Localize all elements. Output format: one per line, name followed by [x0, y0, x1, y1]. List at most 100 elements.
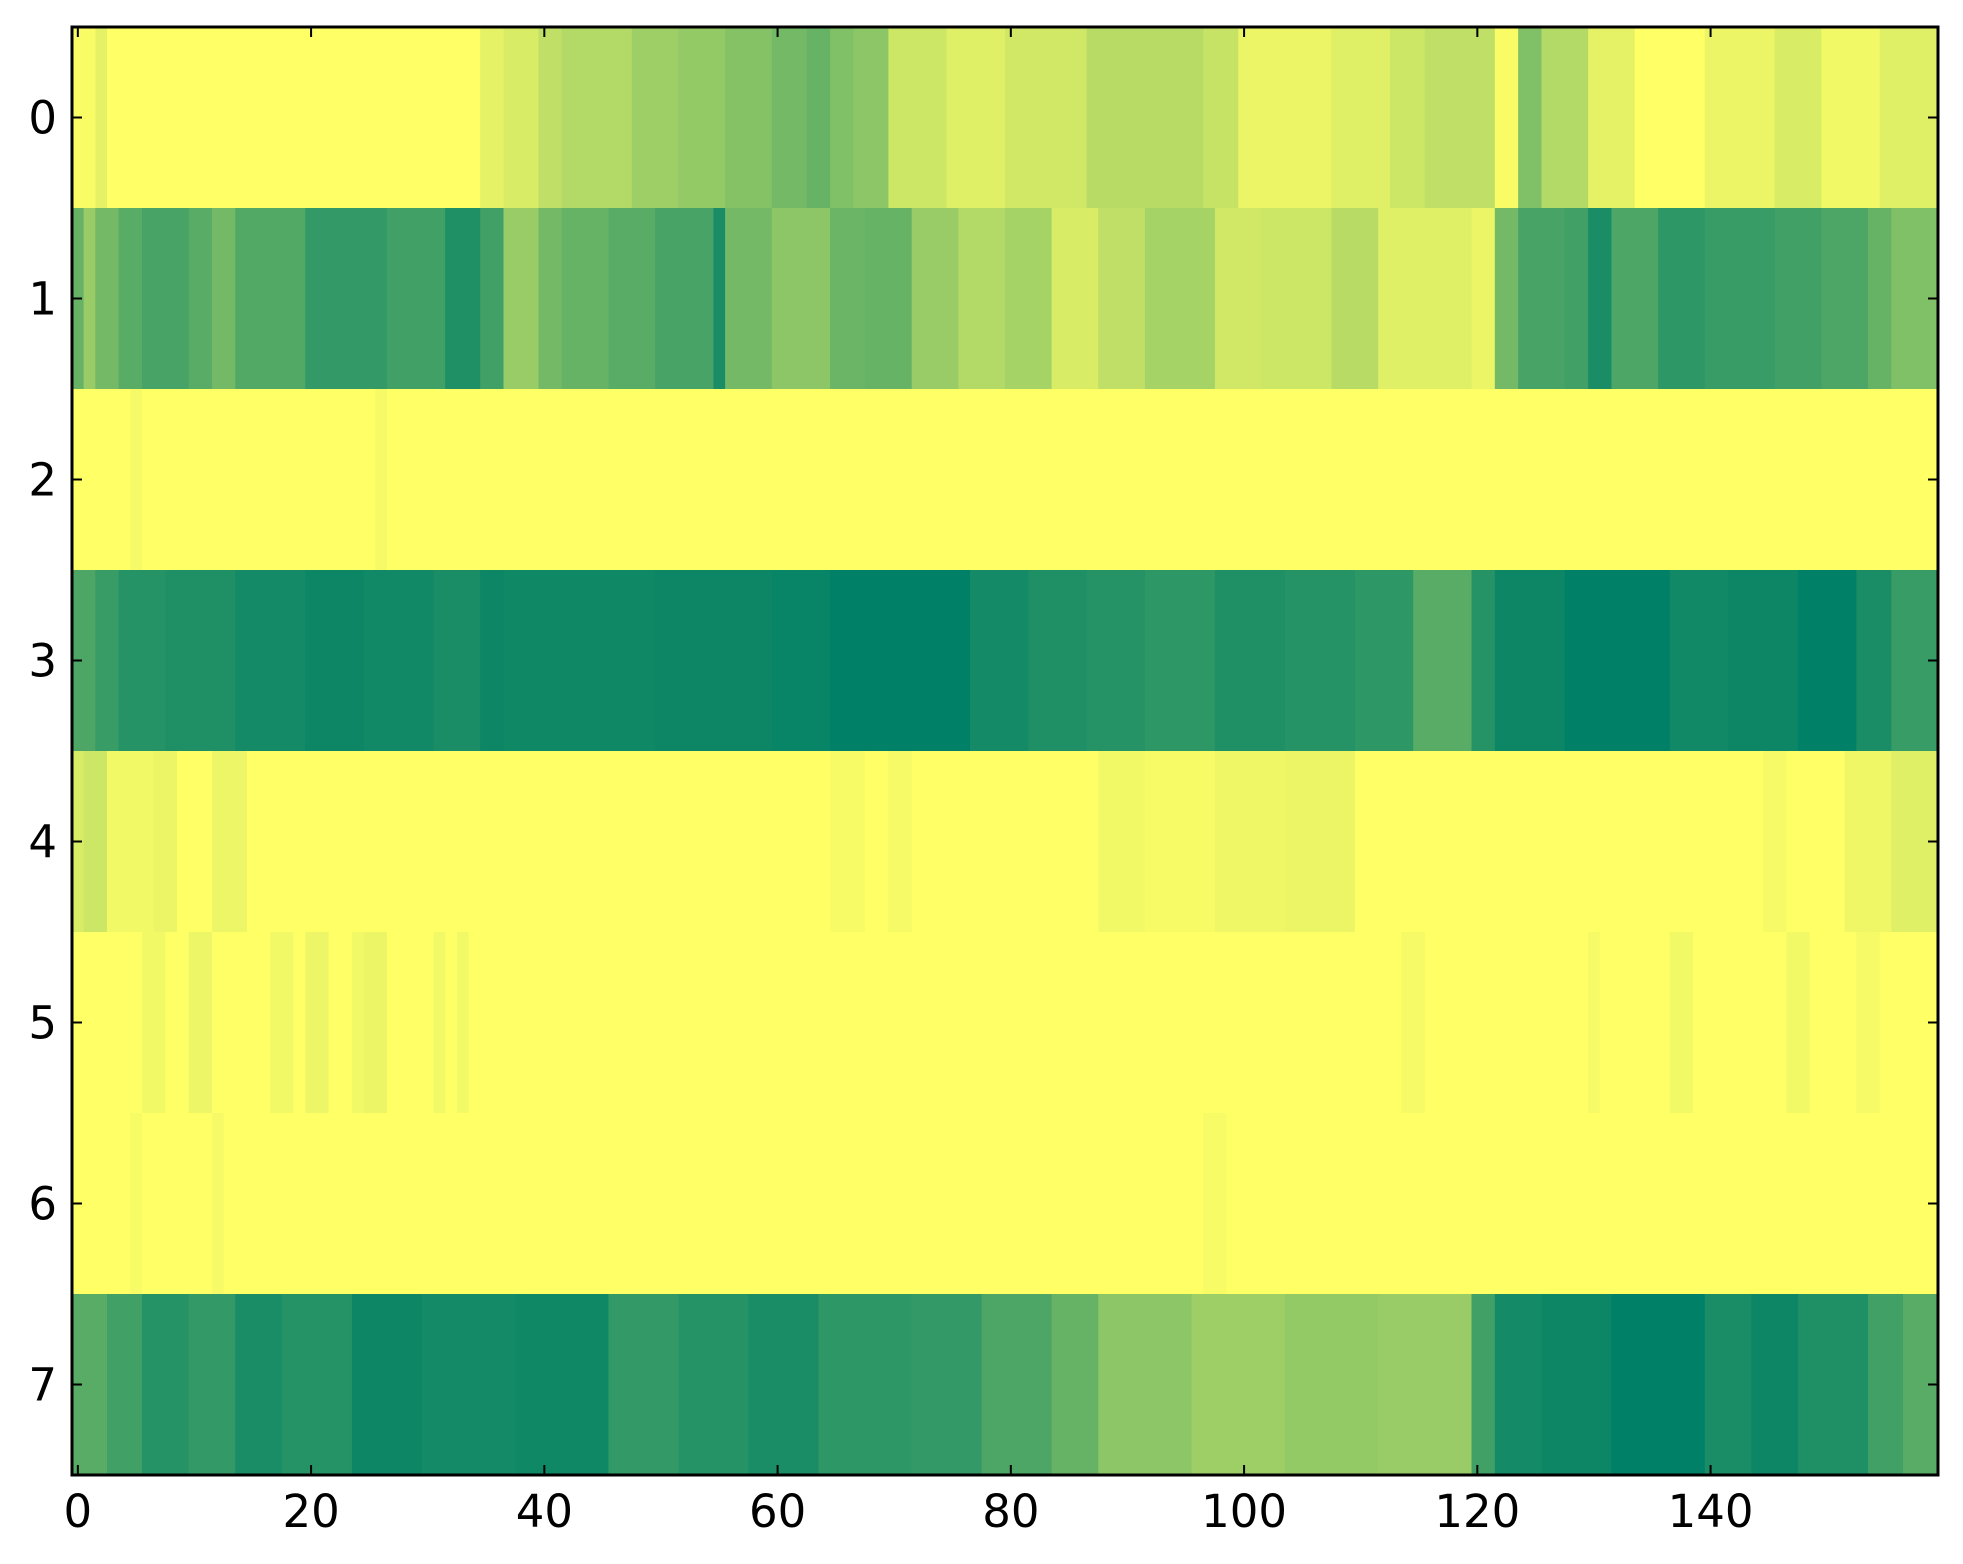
- heatmap-cell: [1868, 208, 1892, 390]
- heatmap-cell: [1518, 27, 1543, 209]
- heatmap-cell: [1238, 27, 1333, 209]
- heatmap-cell: [1086, 570, 1146, 752]
- heatmap-cell: [1658, 208, 1706, 390]
- heatmap-cell: [445, 932, 458, 1114]
- heatmap-cell: [1786, 751, 1846, 933]
- heatmap-cell: [561, 208, 610, 390]
- heatmap-cell: [281, 1294, 353, 1476]
- heatmap-cell: [806, 27, 831, 209]
- heatmap-cell: [1051, 1294, 1099, 1476]
- heatmap-cell: [1354, 751, 1764, 933]
- heatmap-cell: [1378, 208, 1473, 390]
- heatmap-cell: [1144, 751, 1216, 933]
- heatmap-cell: [515, 1294, 610, 1476]
- heatmap-cell: [830, 27, 854, 209]
- heatmap-cell: [83, 751, 108, 933]
- heatmap-cell: [981, 1294, 1053, 1476]
- heatmap-cell: [246, 751, 831, 933]
- heatmap-cell: [118, 570, 166, 752]
- heatmap-cell: [1005, 208, 1053, 390]
- y-tick-label: 6: [28, 1178, 57, 1231]
- heatmap-cell: [818, 1294, 913, 1476]
- heatmap-cell: [1494, 570, 1566, 752]
- heatmap-cell: [830, 570, 971, 752]
- x-tick-label: 0: [64, 1485, 93, 1538]
- heatmap-cell: [1704, 1294, 1752, 1476]
- heatmap-cell: [1809, 932, 1857, 1114]
- heatmap-cell: [1751, 1294, 1799, 1476]
- heatmap-cell: [1413, 570, 1473, 752]
- heatmap-cell: [235, 1294, 283, 1476]
- heatmap-cell: [305, 932, 330, 1114]
- heatmap-cell: [1728, 570, 1799, 752]
- heatmap-cell: [1389, 27, 1426, 209]
- heatmap-cell: [1786, 932, 1811, 1114]
- heatmap-cell: [608, 208, 656, 390]
- heatmap-cell: [351, 932, 365, 1114]
- heatmap-cell: [911, 751, 1099, 933]
- heatmap-cell: [1424, 932, 1589, 1114]
- heatmap-cell: [1856, 570, 1892, 752]
- heatmap-cell: [1844, 751, 1892, 933]
- heatmap-cell: [1494, 27, 1519, 209]
- heatmap-cell: [118, 208, 143, 390]
- heatmap-cell: [725, 208, 773, 390]
- heatmap-cell: [1774, 27, 1822, 209]
- heatmap-cell: [235, 208, 306, 390]
- heatmap-cell: [433, 570, 481, 752]
- heatmap-cell: [83, 208, 96, 390]
- heatmap-cell: [1494, 208, 1519, 390]
- heatmap-cell: [853, 27, 889, 209]
- heatmap-cell: [375, 389, 388, 571]
- heatmap-cell: [130, 389, 143, 571]
- heatmap-cell: [421, 1294, 516, 1476]
- y-tick-label: 4: [28, 816, 57, 869]
- y-tick-label: 7: [28, 1359, 57, 1412]
- heatmap-cell: [1331, 27, 1391, 209]
- heatmap-cell: [888, 751, 913, 933]
- heatmap-cell: [386, 932, 435, 1114]
- heatmap-cell: [1494, 1294, 1543, 1476]
- heatmap-cell: [1541, 1294, 1613, 1476]
- heatmap-cell: [165, 570, 236, 752]
- heatmap-cell: [211, 208, 236, 390]
- y-tick-label: 2: [28, 454, 57, 507]
- heatmap-cell: [1261, 208, 1333, 390]
- heatmap-cell: [211, 932, 271, 1114]
- heatmap-cell: [1774, 208, 1822, 390]
- heatmap-cell: [363, 932, 388, 1114]
- heatmap-cell: [1471, 1294, 1496, 1476]
- heatmap-cell: [1518, 208, 1566, 390]
- y-tick-label: 1: [28, 273, 57, 326]
- heatmap-cell: [188, 1294, 236, 1476]
- heatmap-cell: [830, 751, 866, 933]
- x-tick-label: 80: [982, 1485, 1039, 1538]
- heatmap-cell: [888, 27, 948, 209]
- heatmap-cell: [445, 208, 481, 390]
- heatmap-cell: [1284, 1294, 1379, 1476]
- heatmap-cell: [1564, 208, 1589, 390]
- heatmap-cell: [305, 208, 388, 390]
- heatmap-cell: [1401, 932, 1426, 1114]
- heatmap-cell: [911, 1294, 983, 1476]
- heatmap-cell: [1471, 208, 1496, 390]
- heatmap-cell: [1214, 208, 1263, 390]
- heatmap-cell: [363, 570, 435, 752]
- heatmap-cell: [141, 208, 190, 390]
- heatmap-cell: [1214, 751, 1286, 933]
- heatmap-cell: [1611, 208, 1659, 390]
- heatmap-cell: [1669, 570, 1729, 752]
- heatmap-cell: [1098, 751, 1146, 933]
- heatmap-cell: [106, 27, 481, 209]
- heatmap-cell: [1541, 27, 1589, 209]
- heatmap-cell: [748, 1294, 819, 1476]
- heatmap-cell: [1588, 208, 1613, 390]
- heatmap-cell: [153, 751, 178, 933]
- heatmap-cell: [1868, 1294, 1904, 1476]
- heatmap-cell: [1821, 27, 1881, 209]
- heatmap-cell: [480, 208, 505, 390]
- heatmap-cell: [1634, 27, 1706, 209]
- heatmap-cell: [830, 208, 866, 390]
- heatmap-cell: [1214, 570, 1286, 752]
